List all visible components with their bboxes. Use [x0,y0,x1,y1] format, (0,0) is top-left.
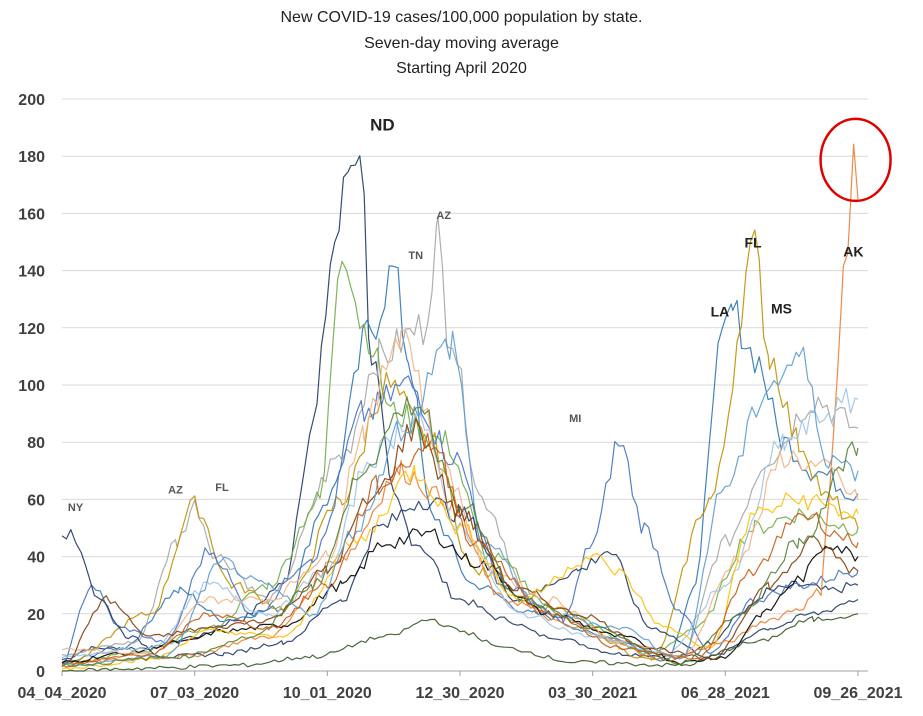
state-annotation-label: TN [408,250,423,262]
state-annotation-label: FL [744,235,762,251]
series-line [61,155,859,661]
x-tick-label: 10_01_2020 [283,685,372,702]
series-line [61,387,859,659]
state-annotation-label: AZ [436,210,451,222]
y-tick-label: 60 [27,492,45,509]
y-tick-label: 20 [27,607,45,624]
x-tick-label: 12_30_2020 [416,685,505,702]
x-tick-label: 09_26_2021 [814,685,903,702]
series-line [61,497,859,659]
y-tick-label: 0 [36,664,45,681]
series-line [61,216,859,657]
chart-title-line-3: Starting April 2020 [396,60,527,77]
y-tick-label: 120 [18,321,45,338]
state-annotation-label: LA [711,303,730,319]
series-line [61,260,859,665]
axes: 0 20 40 60 80 100 120 140 160 180 200 04_04_2020 07_… [18,92,903,702]
series-line [61,229,859,667]
state-annotation-label: ND [370,115,395,134]
series-line [61,432,859,668]
x-tick-label: 06_28_2021 [681,685,770,702]
state-annotation-label: MS [771,301,792,317]
series-line [61,396,859,668]
series-line [61,143,859,665]
highlight-circle [819,117,892,203]
y-tick-label: 180 [18,149,45,166]
y-tick-label: 40 [27,550,45,567]
chart-title-line-2: Seven-day moving average [364,35,559,52]
series-line [61,329,859,660]
series-line [61,375,859,664]
series-line [61,613,859,672]
series-line [61,418,859,665]
chart-title-line-1: New COVID-19 cases/100,000 population by… [280,9,643,26]
state-annotation-label: MI [569,413,581,425]
state-annotation-label: NY [68,502,84,514]
state-annotation-label: FL [215,482,229,494]
x-tick-label: 03_30_2021 [548,685,637,702]
y-tick-label: 140 [18,264,45,281]
annotations: NY AZ FL ND TN AZ MI LA FL MS AK [68,115,892,514]
series-line [61,265,859,664]
y-tick-label: 100 [18,378,45,395]
series-line [61,528,859,666]
x-tick-label: 07_03_2020 [150,685,239,702]
y-tick-label: 80 [27,435,45,452]
series-line [61,330,859,667]
series-lines [61,143,859,672]
y-tick-label: 160 [18,206,45,223]
state-annotation-label: AK [843,243,863,259]
x-tick-label: 04_04_2020 [18,685,107,702]
y-tick-label: 200 [18,92,45,109]
state-annotation-label: AZ [168,485,183,497]
